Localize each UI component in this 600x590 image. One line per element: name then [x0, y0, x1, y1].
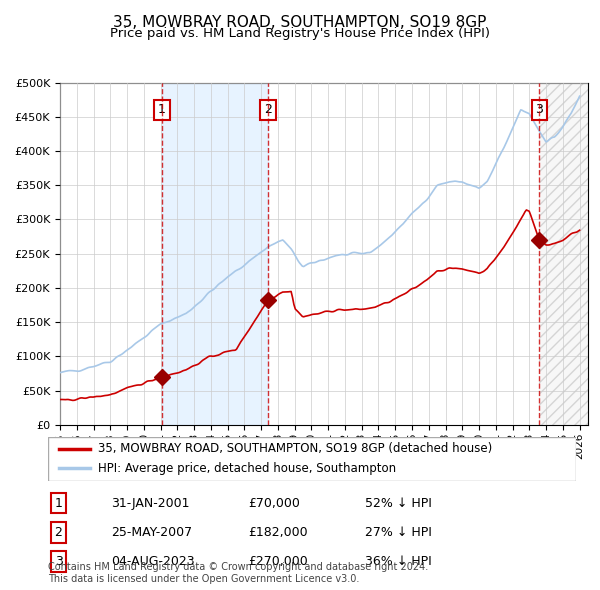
- Text: 04-AUG-2023: 04-AUG-2023: [112, 555, 195, 568]
- Text: Price paid vs. HM Land Registry's House Price Index (HPI): Price paid vs. HM Land Registry's House …: [110, 27, 490, 40]
- Text: 1: 1: [158, 103, 166, 116]
- Text: HPI: Average price, detached house, Southampton: HPI: Average price, detached house, Sout…: [98, 462, 396, 475]
- Bar: [539, 83, 588, 425]
- Bar: [539, 83, 588, 425]
- Text: 31-JAN-2001: 31-JAN-2001: [112, 497, 190, 510]
- Text: 36% ↓ HPI: 36% ↓ HPI: [365, 555, 431, 568]
- Text: 52% ↓ HPI: 52% ↓ HPI: [365, 497, 431, 510]
- Text: 27% ↓ HPI: 27% ↓ HPI: [365, 526, 431, 539]
- Text: 3: 3: [535, 103, 543, 116]
- Text: £182,000: £182,000: [248, 526, 308, 539]
- Text: 1: 1: [55, 497, 62, 510]
- FancyBboxPatch shape: [48, 437, 576, 481]
- Text: 25-MAY-2007: 25-MAY-2007: [112, 526, 193, 539]
- Text: 2: 2: [264, 103, 272, 116]
- Text: £270,000: £270,000: [248, 555, 308, 568]
- Text: Contains HM Land Registry data © Crown copyright and database right 2024.
This d: Contains HM Land Registry data © Crown c…: [48, 562, 428, 584]
- Text: £70,000: £70,000: [248, 497, 301, 510]
- Text: 35, MOWBRAY ROAD, SOUTHAMPTON, SO19 8GP: 35, MOWBRAY ROAD, SOUTHAMPTON, SO19 8GP: [113, 15, 487, 30]
- Text: 35, MOWBRAY ROAD, SOUTHAMPTON, SO19 8GP (detached house): 35, MOWBRAY ROAD, SOUTHAMPTON, SO19 8GP …: [98, 442, 493, 455]
- Bar: [162, 83, 268, 425]
- Text: 2: 2: [55, 526, 62, 539]
- Text: 3: 3: [55, 555, 62, 568]
